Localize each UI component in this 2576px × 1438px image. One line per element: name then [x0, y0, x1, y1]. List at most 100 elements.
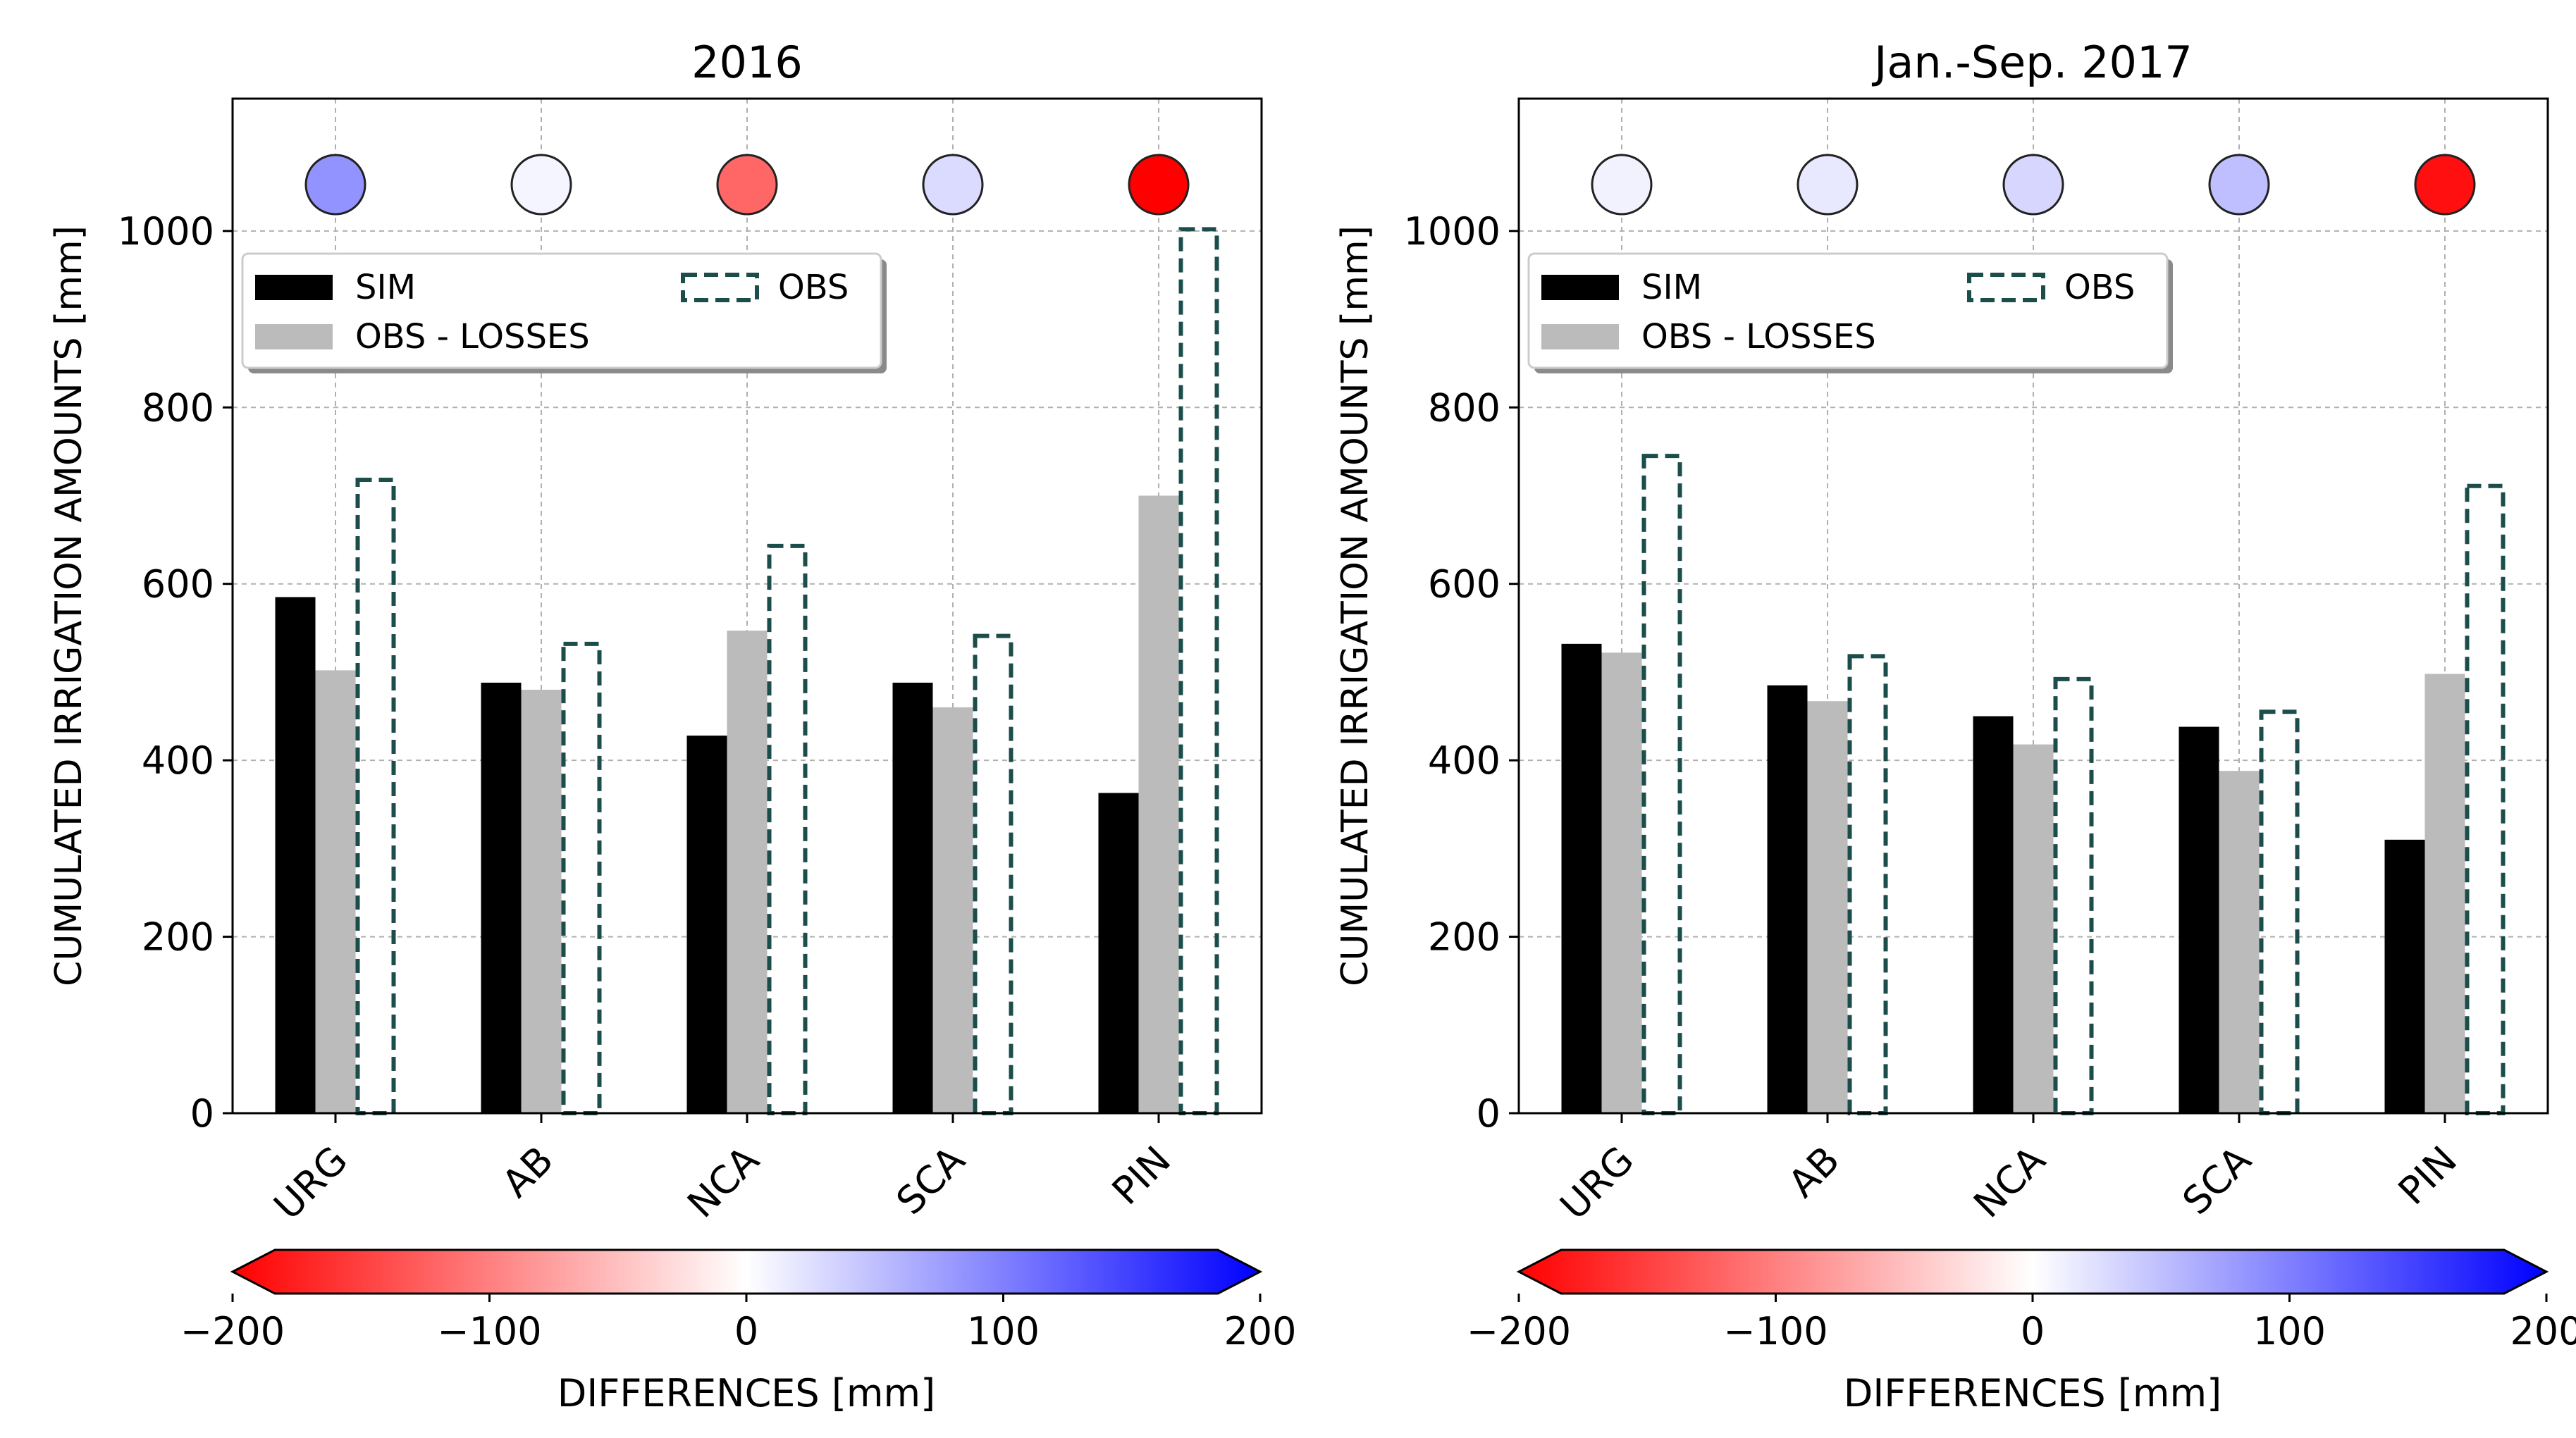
bar-sim-nca	[1973, 716, 2014, 1113]
difference-markers	[304, 154, 1190, 216]
colorbar-tick-label: −200	[180, 1309, 285, 1353]
bar-obs-losses-sca	[2219, 771, 2260, 1113]
x-tick-label-sca: SCA	[888, 1138, 974, 1224]
bar-sim-urg	[275, 597, 316, 1113]
x-tick-label-pin: PIN	[2390, 1138, 2465, 1213]
x-tick-label-ab: AB	[493, 1138, 562, 1206]
y-axis-ticks: 0 200 400 600 800 1000	[118, 209, 233, 1136]
x-axis-ticks: URG AB NCA SCA PIN	[266, 1113, 1179, 1229]
colorbar: −200 −100 0 100 200 DIFFERENCES [mm]	[180, 1248, 1297, 1415]
colorbar-gradient	[230, 1248, 1263, 1295]
legend-obs-losses-label: OBS - LOSSES	[1641, 317, 1876, 357]
y-tick-label: 0	[190, 1091, 214, 1136]
x-tick-label-urg: URG	[266, 1138, 357, 1229]
legend-obs-label: OBS	[778, 268, 849, 307]
colorbar-tick-label: 100	[967, 1309, 1040, 1353]
bar-obs-losses-ab	[521, 689, 562, 1113]
bar-obs-ab	[1847, 654, 1888, 1115]
bar-obs-losses-nca	[2013, 744, 2054, 1113]
legend-obs-losses-swatch	[255, 324, 333, 349]
bar-obs-losses-sca	[932, 707, 973, 1113]
y-tick-label: 200	[142, 915, 214, 960]
bar-obs-nca	[2053, 676, 2094, 1115]
y-tick-label: 0	[1477, 1091, 1500, 1136]
colorbar-tick-label: 0	[2021, 1309, 2045, 1353]
legend-sim-label: SIM	[355, 268, 416, 307]
colorbar: −200 −100 0 100 200 DIFFERENCES [mm]	[1467, 1248, 2576, 1415]
bar-obs-sca	[2259, 709, 2300, 1115]
x-axis-ticks: URG AB NCA SCA PIN	[1552, 1113, 2465, 1229]
bar-sim-pin	[1098, 793, 1139, 1113]
bar-obs-sca	[973, 633, 1013, 1115]
bar-obs-pin	[1178, 227, 1219, 1115]
y-tick-label: 600	[1428, 562, 1500, 607]
bar-obs-losses-pin	[1138, 495, 1179, 1113]
bar-sim-ab	[481, 682, 522, 1113]
difference-marker-nca	[716, 154, 778, 216]
chart-title: 2016	[691, 37, 803, 88]
y-axis-ticks: 0 200 400 600 800 1000	[1404, 209, 1519, 1136]
legend-obs-label: OBS	[2064, 268, 2135, 307]
difference-marker-ab	[1797, 154, 1859, 216]
bar-sim-sca	[892, 682, 933, 1113]
bar-obs-losses-nca	[727, 631, 768, 1113]
bar-sim-nca	[686, 736, 727, 1113]
legend-obs-losses-label: OBS - LOSSES	[355, 317, 590, 357]
y-tick-label: 400	[1428, 738, 1500, 783]
bar-group	[1561, 454, 2506, 1115]
x-tick-label-sca: SCA	[2174, 1138, 2260, 1224]
difference-marker-urg	[1591, 154, 1653, 216]
bar-obs-urg	[355, 477, 396, 1115]
chart-title: Jan.-Sep. 2017	[1871, 37, 2193, 88]
x-tick-label-nca: NCA	[679, 1138, 768, 1227]
colorbar-gradient	[1516, 1248, 2549, 1295]
y-tick-label: 800	[142, 385, 214, 430]
x-tick-label-pin: PIN	[1104, 1138, 1179, 1213]
colorbar-tick-label: −200	[1467, 1309, 1571, 1353]
legend-obs-swatch	[681, 273, 759, 302]
bar-obs-losses-pin	[2424, 674, 2465, 1113]
legend: SIM OBS - LOSSES OBS	[1527, 252, 2173, 373]
y-tick-label: 800	[1428, 385, 1500, 430]
bar-obs-ab	[561, 641, 602, 1115]
legend-sim-label: SIM	[1641, 268, 1702, 307]
difference-marker-sca	[922, 154, 984, 216]
x-tick-label-urg: URG	[1552, 1138, 1643, 1229]
x-tick-label-ab: AB	[1780, 1138, 1848, 1206]
colorbar-tick-label: 200	[1224, 1309, 1296, 1353]
difference-marker-sca	[2208, 154, 2270, 216]
difference-marker-pin	[1128, 154, 1190, 216]
bar-group	[275, 227, 1219, 1115]
difference-markers	[1591, 154, 2476, 216]
difference-marker-urg	[304, 154, 366, 216]
colorbar-tick-label: 0	[734, 1309, 758, 1353]
bar-sim-pin	[2384, 839, 2425, 1113]
difference-marker-pin	[2414, 154, 2476, 216]
colorbar-ticks: −200 −100 0 100 200	[180, 1294, 1297, 1353]
legend-box	[241, 252, 882, 369]
y-tick-label: 1000	[1404, 209, 1500, 254]
bar-obs-urg	[1641, 454, 1682, 1115]
bar-sim-ab	[1767, 685, 1808, 1113]
bar-obs-nca	[767, 543, 808, 1115]
colorbar-tick-label: 200	[2510, 1309, 2576, 1353]
legend-box	[1527, 252, 2169, 369]
legend-sim-swatch	[255, 275, 333, 300]
colorbar-tick-label: −100	[1723, 1309, 1828, 1353]
legend-sim-swatch	[1541, 275, 1619, 300]
y-tick-label: 200	[1428, 915, 1500, 960]
colorbar-label: DIFFERENCES [mm]	[557, 1371, 935, 1415]
legend-obs-losses-swatch	[1541, 324, 1619, 349]
difference-marker-nca	[2002, 154, 2064, 216]
colorbar-ticks: −200 −100 0 100 200	[1467, 1294, 2576, 1353]
bar-obs-losses-ab	[1807, 701, 1848, 1113]
bar-obs-losses-urg	[315, 670, 356, 1113]
y-tick-label: 600	[142, 562, 214, 607]
difference-marker-ab	[510, 154, 572, 216]
x-tick-label-nca: NCA	[1965, 1138, 2054, 1227]
bar-sim-sca	[2178, 726, 2219, 1113]
y-axis-label: CUMULATED IRRIGATION AMOUNTS [mm]	[1334, 225, 1376, 986]
legend-obs-swatch	[1967, 273, 2045, 302]
